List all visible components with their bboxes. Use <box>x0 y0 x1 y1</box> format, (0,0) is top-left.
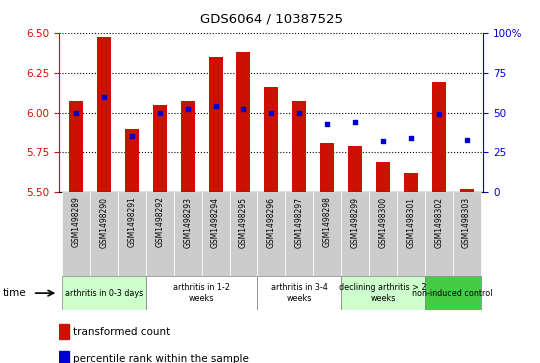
Bar <box>59 351 69 363</box>
Bar <box>153 105 167 192</box>
Bar <box>146 276 258 310</box>
Text: GSM1498300: GSM1498300 <box>379 197 387 248</box>
Bar <box>125 129 139 192</box>
Text: GSM1498297: GSM1498297 <box>295 197 303 248</box>
Bar <box>404 173 418 192</box>
Bar <box>460 189 474 192</box>
Bar <box>230 192 258 276</box>
Text: time: time <box>3 288 26 298</box>
Point <box>434 111 443 117</box>
Text: GSM1498295: GSM1498295 <box>239 197 248 248</box>
Bar <box>146 192 174 276</box>
Bar <box>62 276 146 310</box>
Text: transformed count: transformed count <box>73 327 170 337</box>
Bar <box>62 192 90 276</box>
Bar <box>174 192 201 276</box>
Text: GSM1498290: GSM1498290 <box>99 197 109 248</box>
Bar <box>397 192 425 276</box>
Text: GSM1498292: GSM1498292 <box>156 197 164 248</box>
Text: GDS6064 / 10387525: GDS6064 / 10387525 <box>200 12 343 25</box>
Text: declining arthritis > 2
weeks: declining arthritis > 2 weeks <box>339 284 427 303</box>
Bar <box>348 146 362 192</box>
Text: GSM1498299: GSM1498299 <box>350 197 360 248</box>
Text: arthritis in 0-3 days: arthritis in 0-3 days <box>65 289 143 298</box>
Bar <box>59 324 69 339</box>
Point <box>267 110 276 115</box>
Bar <box>341 192 369 276</box>
Text: arthritis in 3-4
weeks: arthritis in 3-4 weeks <box>271 284 328 303</box>
Bar <box>265 87 278 192</box>
Text: GSM1498291: GSM1498291 <box>127 197 137 248</box>
Point <box>295 110 303 115</box>
Point <box>239 106 248 112</box>
Bar <box>69 101 83 192</box>
Bar <box>181 101 194 192</box>
Bar <box>201 192 229 276</box>
Bar <box>453 192 481 276</box>
Point <box>350 119 359 125</box>
Point <box>211 103 220 109</box>
Text: non-induced control: non-induced control <box>413 289 493 298</box>
Bar <box>292 101 306 192</box>
Bar <box>285 192 313 276</box>
Text: GSM1498301: GSM1498301 <box>406 197 415 248</box>
Text: GSM1498289: GSM1498289 <box>72 197 80 248</box>
Text: GSM1498298: GSM1498298 <box>322 197 332 248</box>
Text: GSM1498294: GSM1498294 <box>211 197 220 248</box>
Bar <box>425 192 453 276</box>
Bar <box>376 162 390 192</box>
Text: GSM1498296: GSM1498296 <box>267 197 276 248</box>
Bar <box>369 192 397 276</box>
Bar <box>320 143 334 192</box>
Bar <box>313 192 341 276</box>
Bar <box>208 57 222 192</box>
Text: percentile rank within the sample: percentile rank within the sample <box>73 354 249 363</box>
Bar <box>425 276 481 310</box>
Bar <box>97 37 111 192</box>
Bar <box>118 192 146 276</box>
Point <box>462 137 471 143</box>
Bar <box>341 276 425 310</box>
Text: GSM1498303: GSM1498303 <box>462 197 471 248</box>
Text: arthritis in 1-2
weeks: arthritis in 1-2 weeks <box>173 284 230 303</box>
Text: GSM1498293: GSM1498293 <box>183 197 192 248</box>
Point <box>379 138 387 144</box>
Bar <box>258 276 341 310</box>
Point <box>184 106 192 112</box>
Point <box>407 135 415 141</box>
Text: GSM1498302: GSM1498302 <box>434 197 443 248</box>
Bar <box>258 192 285 276</box>
Point <box>100 94 109 99</box>
Point <box>156 110 164 115</box>
Bar <box>90 192 118 276</box>
Bar <box>237 52 251 192</box>
Bar <box>431 82 446 192</box>
Point <box>323 121 332 127</box>
Point <box>72 110 80 115</box>
Point <box>127 134 136 139</box>
